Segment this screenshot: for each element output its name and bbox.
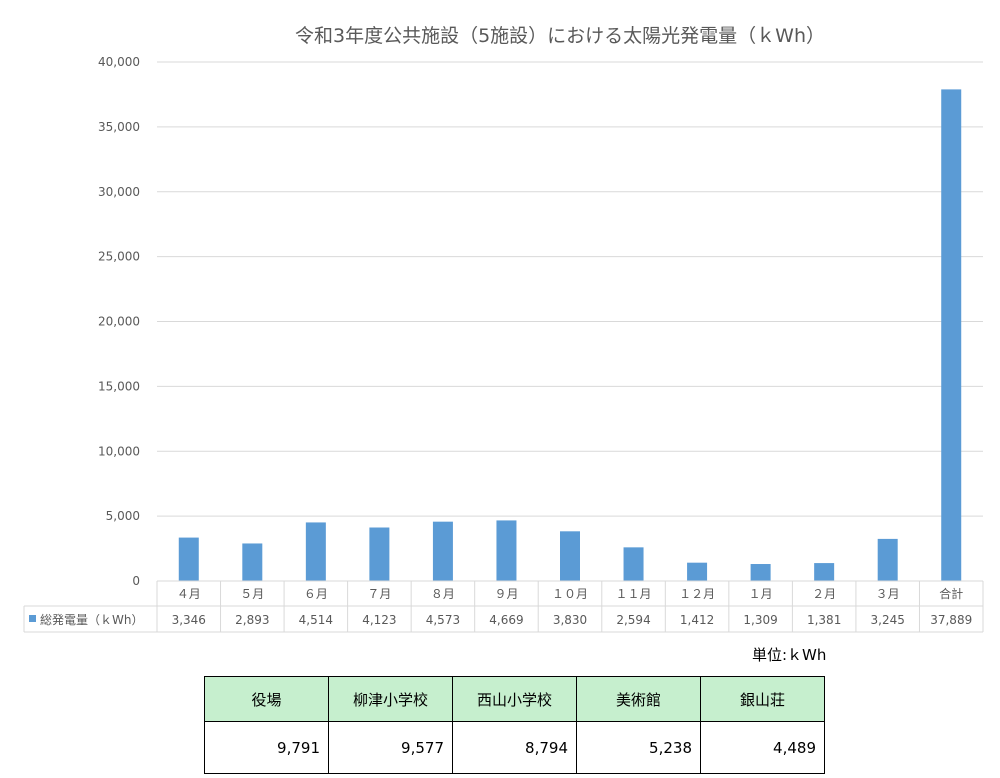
bar [432,521,453,581]
facility-value: 4,489 [700,721,825,774]
bar [496,520,517,581]
facility-name: 美術館 [576,676,701,722]
category-label: ２月 [812,587,836,601]
data-value-label: 4,123 [362,613,396,627]
category-label: ９月 [494,587,518,601]
y-tick-label: 5,000 [106,509,140,523]
data-value-label: 4,573 [426,613,460,627]
data-value-label: 3,346 [172,613,206,627]
category-label: ８月 [431,587,455,601]
data-value-label: 3,830 [553,613,587,627]
bar [750,564,771,581]
chart-title: 令和3年度公共施設（5施設）における太陽光発電量（ｋWh） [295,25,825,47]
unit-label: 単位:ｋWh [752,646,827,664]
data-value-label: 2,893 [235,613,269,627]
category-label: ５月 [240,587,264,601]
y-tick-label: 10,000 [98,444,140,458]
series-name: 総発電量（ｋWh） [40,613,143,627]
bar [560,531,580,581]
bar [623,547,644,581]
facility-table: 役場 柳津小学校 西山小学校 美術館 銀山荘 9,791 9,577 8,794… [204,676,825,774]
data-value-label: 1,381 [807,613,841,627]
data-value-label: 4,514 [299,613,333,627]
bar [369,527,390,581]
bar [242,543,263,581]
y-tick-label: 0 [132,574,140,588]
y-tick-label: 20,000 [98,315,140,329]
category-label: ７月 [367,587,391,601]
category-label: １０月 [552,587,588,601]
bars [178,89,962,581]
bar [687,562,708,581]
facility-value: 8,794 [452,721,577,774]
bar [941,89,962,581]
y-axis: 0 5,000 10,000 15,000 20,000 25,000 30,000 35,0… [98,55,140,588]
data-value-label: 1,412 [680,613,714,627]
category-label: ６月 [304,587,328,601]
bar [877,538,898,581]
category-label: ４月 [177,587,201,601]
facility-name: 銀山荘 [700,676,825,722]
data-value-label: 2,594 [616,613,650,627]
facility-name: 役場 [204,676,329,722]
category-label: １１月 [616,587,652,601]
facility-header-row: 役場 柳津小学校 西山小学校 美術館 銀山荘 [204,676,825,722]
solar-output-chart: 令和3年度公共施設（5施設）における太陽光発電量（ｋWh） 0 5,000 10,0… [23,25,984,633]
facility-name: 西山小学校 [452,676,577,722]
y-tick-label: 25,000 [98,250,140,264]
category-label: 合計 [939,586,963,601]
bar [305,522,326,581]
data-table: ４月 3,346 ５月 2,893 ６月 4,514 ７月 4,123 ８月 4,573 ９月 4,6… [23,580,984,633]
data-value-label: 4,669 [489,613,523,627]
facility-value: 5,238 [576,721,701,774]
legend-swatch [29,615,36,622]
gridlines [157,61,983,582]
facility-value: 9,577 [328,721,453,774]
bar [814,563,835,581]
bar [178,537,199,581]
facility-name: 柳津小学校 [328,676,453,722]
data-value-label: 37,889 [930,613,972,627]
y-tick-label: 15,000 [98,379,140,393]
data-value-label: 3,245 [871,613,905,627]
facility-value: 9,791 [204,721,329,774]
y-tick-label: 40,000 [98,55,140,69]
category-label: １月 [749,587,773,601]
category-label: ３月 [876,587,900,601]
y-tick-label: 35,000 [98,120,140,134]
category-label: １２月 [679,587,715,601]
facility-value-row: 9,791 9,577 8,794 5,238 4,489 [204,721,825,774]
data-value-label: 1,309 [743,613,777,627]
y-tick-label: 30,000 [98,185,140,199]
